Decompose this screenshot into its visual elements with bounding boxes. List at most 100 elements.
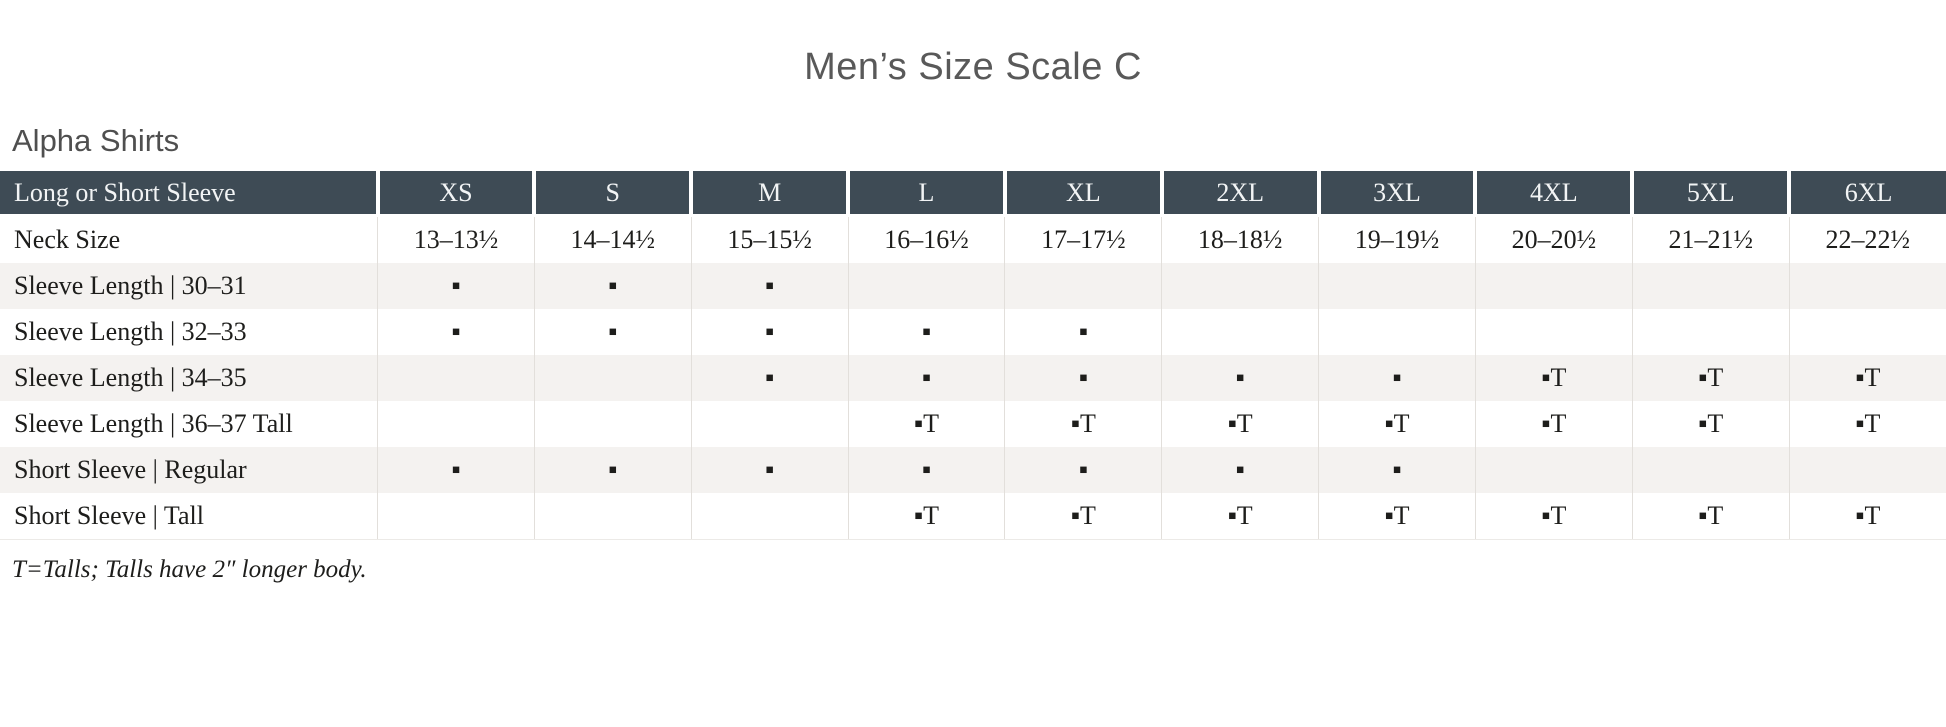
size-cell [533,401,692,447]
row-label: Sleeve Length | 34–35 [14,363,247,392]
size-column-header-6xl: 6XL [1787,171,1946,217]
size-cell: ▪ [377,447,535,493]
size-cell: 18–18½ [1161,215,1319,263]
size-cell: 22–22½ [1788,215,1946,263]
section-title: Alpha Shirts [12,123,180,158]
size-cell [1474,263,1633,309]
size-cell: ▪ [1004,355,1162,401]
row-label: Neck Size [14,225,121,254]
size-cell: ▪T [847,401,1005,447]
row-label: Sleeve Length | 32–33 [14,317,247,346]
size-cell: ▪T [1318,493,1476,540]
size-cell [690,493,849,540]
size-cell: ▪T [847,493,1005,540]
size-cell: ▪ [1318,447,1476,493]
size-cell: ▪ [1161,447,1319,493]
size-cell: ▪ [533,309,692,355]
size-cell [533,493,692,540]
row-label: Sleeve Length | 36–37 Tall [14,409,293,438]
size-cell: 20–20½ [1474,215,1633,263]
size-cell: ▪ [690,309,849,355]
size-cell: 21–21½ [1631,215,1790,263]
size-cell [1161,309,1319,355]
size-cell [1788,309,1946,355]
table-row-short-sleeve-regular: Short Sleeve | Regular ▪ ▪ ▪ ▪ ▪ ▪ ▪ [0,447,1946,493]
size-cell [1474,309,1633,355]
size-cell: 14–14½ [533,215,692,263]
size-cell: ▪T [1474,355,1633,401]
size-cell: ▪T [1474,401,1633,447]
row-label: Sleeve Length | 30–31 [14,271,247,300]
size-cell: ▪ [847,355,1005,401]
size-cell: ▪ [533,263,692,309]
size-cell: ▪ [1161,355,1319,401]
size-cell [1788,447,1946,493]
size-cell [1631,447,1790,493]
size-cell [1004,263,1162,309]
size-cell [1161,263,1319,309]
size-cell: ▪T [1788,355,1946,401]
size-cell [1788,263,1946,309]
corner-header-cell: Long or Short Sleeve [0,171,378,217]
size-cell [377,355,535,401]
table-row-sleeve-34-35: Sleeve Length | 34–35 ▪ ▪ ▪ ▪ ▪ ▪T ▪T ▪T [0,355,1946,401]
size-cell [1318,263,1476,309]
size-column-header-4xl: 4XL [1473,171,1633,217]
size-cell: ▪ [847,309,1005,355]
size-cell: ▪T [1631,401,1790,447]
size-column-header-m: M [689,171,849,217]
size-cell: ▪T [1004,493,1162,540]
size-cell: ▪T [1474,493,1633,540]
size-cell [1318,309,1476,355]
size-cell: ▪ [1004,447,1162,493]
size-cell: 17–17½ [1004,215,1162,263]
row-label: Short Sleeve | Tall [0,493,378,540]
size-cell: ▪T [1788,401,1946,447]
size-cell: ▪ [377,309,535,355]
page-title: Men’s Size Scale C [804,46,1142,88]
size-cell: ▪T [1004,401,1162,447]
size-column-header-xl: XL [1002,171,1162,217]
size-cell: ▪ [1318,355,1476,401]
size-cell: ▪ [690,263,849,309]
size-cell: 13–13½ [377,215,535,263]
size-cell [1474,447,1633,493]
size-cell [847,263,1005,309]
size-cell: ▪ [377,263,535,309]
table-row-sleeve-30-31: Sleeve Length | 30–31 ▪ ▪ ▪ [0,263,1946,309]
size-cell: ▪T [1318,401,1476,447]
size-cell [377,401,535,447]
size-column-header-2xl: 2XL [1159,171,1319,217]
size-cell: ▪T [1631,493,1790,540]
size-cell: ▪ [690,447,849,493]
size-cell: 16–16½ [847,215,1005,263]
size-cell: 15–15½ [690,215,849,263]
size-cell [377,493,535,540]
size-cell [1631,263,1790,309]
table-row-sleeve-32-33: Sleeve Length | 32–33 ▪ ▪ ▪ ▪ ▪ [0,309,1946,355]
size-column-header-3xl: 3XL [1316,171,1476,217]
table-row-sleeve-36-37-tall: Sleeve Length | 36–37 Tall ▪T ▪T ▪T ▪T ▪… [0,401,1946,447]
table-row-short-sleeve-tall: Short Sleeve | Tall ▪T ▪T ▪T ▪T ▪T ▪T ▪T [0,493,1946,540]
size-cell: ▪ [690,355,849,401]
size-cell: ▪T [1631,355,1790,401]
size-cell [690,401,849,447]
row-label: Short Sleeve | Regular [14,455,247,484]
size-cell: ▪ [533,447,692,493]
table-row-neck-size: Neck Size 13–13½ 14–14½ 15–15½ 16–16½ 17… [0,215,1946,263]
size-table: Long or Short Sleeve XS S M L XL 2XL 3XL… [0,171,1946,540]
size-cell: ▪T [1161,401,1319,447]
size-cell [1631,309,1790,355]
size-cell: ▪T [1788,493,1946,540]
size-cell: 19–19½ [1318,215,1476,263]
size-column-header-xs: XS [375,171,535,217]
size-column-header-s: S [532,171,692,217]
size-column-header-l: L [846,171,1005,217]
size-cell: ▪T [1161,493,1319,540]
size-cell: ▪ [847,447,1005,493]
header-row: Long or Short Sleeve XS S M L XL 2XL 3XL… [0,171,1946,217]
size-column-header-5xl: 5XL [1630,171,1790,217]
size-cell [533,355,692,401]
footnote: T=Talls; Talls have 2″ longer body. [12,556,367,583]
size-cell: ▪ [1004,309,1162,355]
